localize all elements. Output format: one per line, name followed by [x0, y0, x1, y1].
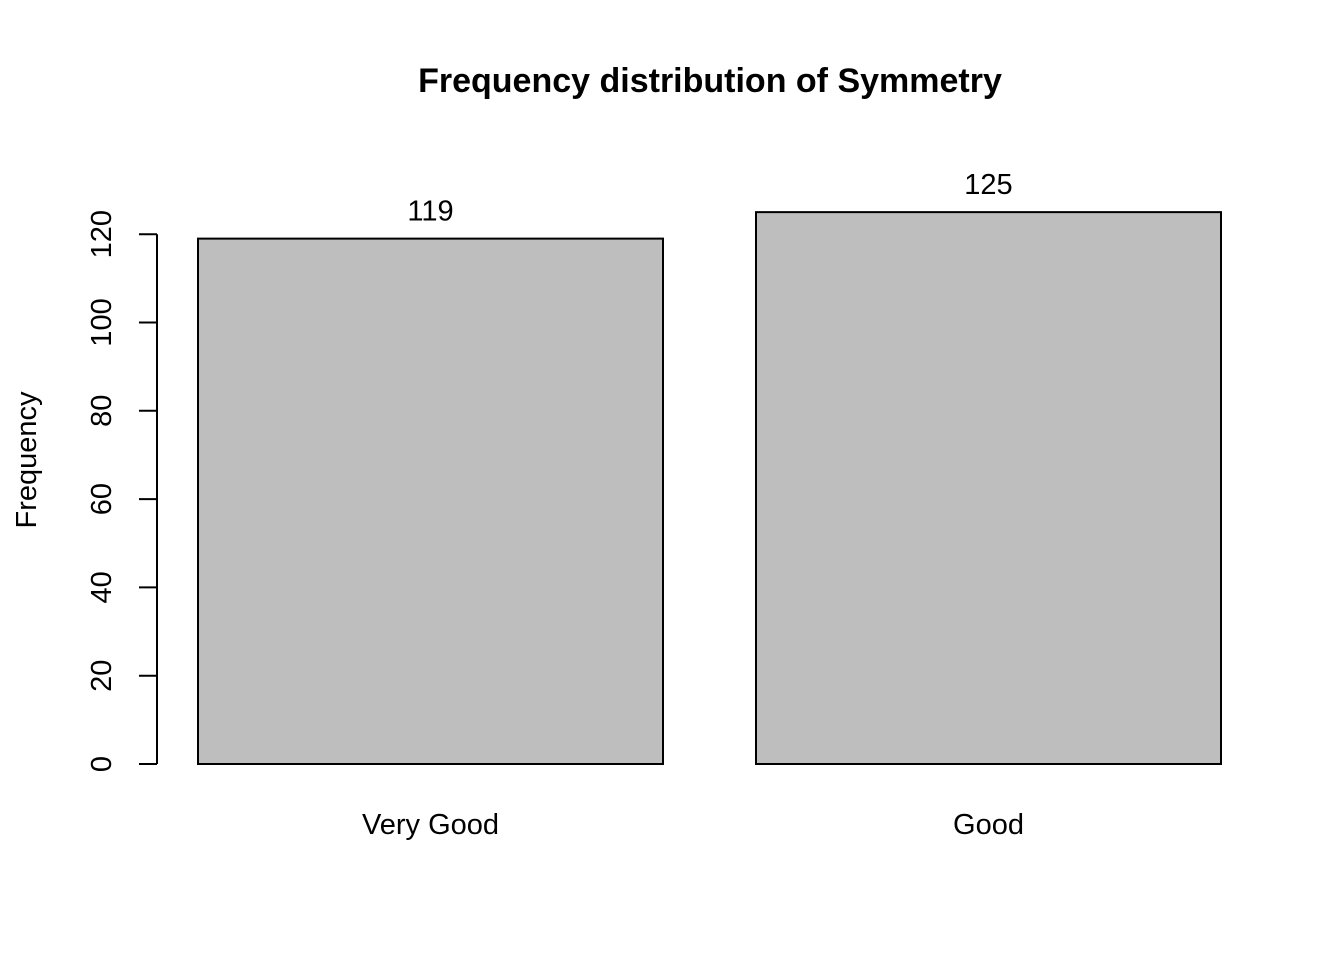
y-tick-label: 0 — [86, 756, 118, 772]
chart-title: Frequency distribution of Symmetry — [418, 62, 1002, 100]
bars-layer — [197, 211, 1222, 766]
x-axis-tick-labels: Very Good Good — [362, 809, 1024, 841]
y-tick-label: 120 — [86, 210, 118, 258]
y-axis: 0 20 40 60 80 100 120 — [86, 210, 158, 772]
data-labels-layer: 119 125 — [407, 169, 1012, 227]
y-axis-label: Frequency — [11, 391, 43, 529]
x-tick-label: Very Good — [362, 809, 499, 841]
x-tick-label: Good — [953, 809, 1024, 841]
y-tick-label: 80 — [86, 395, 118, 427]
bar-good — [755, 211, 1222, 765]
y-tick-label: 100 — [86, 298, 118, 346]
y-tick-label: 40 — [86, 571, 118, 603]
data-label: 125 — [964, 169, 1012, 201]
y-tick-label: 20 — [86, 660, 118, 692]
bar-very-good — [197, 237, 664, 766]
data-label: 119 — [407, 196, 453, 228]
y-tick-label: 60 — [86, 483, 118, 515]
